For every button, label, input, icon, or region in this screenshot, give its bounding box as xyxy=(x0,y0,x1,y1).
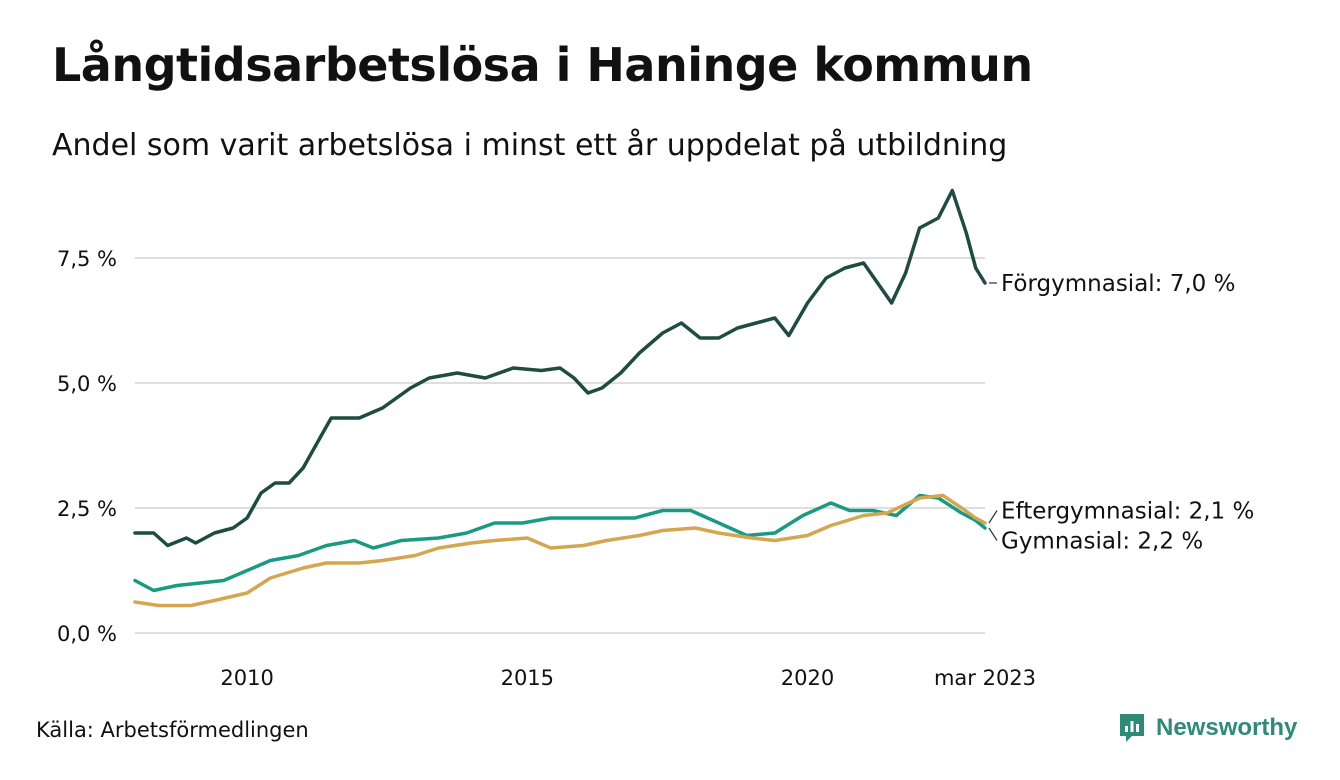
series-end-label: Eftergymnasial: 2,1 % xyxy=(1001,499,1254,525)
series-line-eftergymnasial xyxy=(133,493,987,608)
grid-lines xyxy=(135,257,985,634)
label-connector xyxy=(988,527,998,541)
y-tick-label: 7,5 % xyxy=(57,247,117,271)
chart-subtitle: Andel som varit arbetslösa i minst ett å… xyxy=(52,128,1008,163)
chart-title: Långtidsarbetslösa i Haninge kommun xyxy=(52,38,1033,92)
brand-logo[interactable]: Newsworthy xyxy=(1118,712,1297,744)
x-tick-label: 2015 xyxy=(501,666,554,690)
x-tick-label: 2020 xyxy=(781,666,834,690)
y-tick-label: 0,0 % xyxy=(57,622,117,646)
y-tick-label: 2,5 % xyxy=(57,497,117,521)
y-tick-label: 5,0 % xyxy=(57,372,117,396)
x-tick-label: 2010 xyxy=(220,666,273,690)
series-line-förgymnasial xyxy=(133,188,987,548)
brand-name: Newsworthy xyxy=(1156,714,1298,741)
series-end-label: Förgymnasial: 7,0 % xyxy=(1001,271,1235,297)
x-tick-label: mar 2023 xyxy=(934,666,1036,690)
series-end-label: Gymnasial: 2,2 % xyxy=(1001,529,1203,555)
x-axis-ticks: 2010 2015 2020 mar 2023 xyxy=(220,666,1036,690)
newsworthy-logo-icon xyxy=(1120,714,1144,742)
series-lines xyxy=(133,188,987,608)
series-line-gymnasial xyxy=(133,493,987,593)
label-connector xyxy=(988,510,998,524)
source-note: Källa: Arbetsförmedlingen xyxy=(36,718,309,742)
y-axis-ticks: 0,0 % 2,5 % 5,0 % 7,5 % xyxy=(57,247,117,646)
series-end-labels: Förgymnasial: 7,0 % Gymnasial: 2,2 % Efter… xyxy=(988,271,1254,555)
